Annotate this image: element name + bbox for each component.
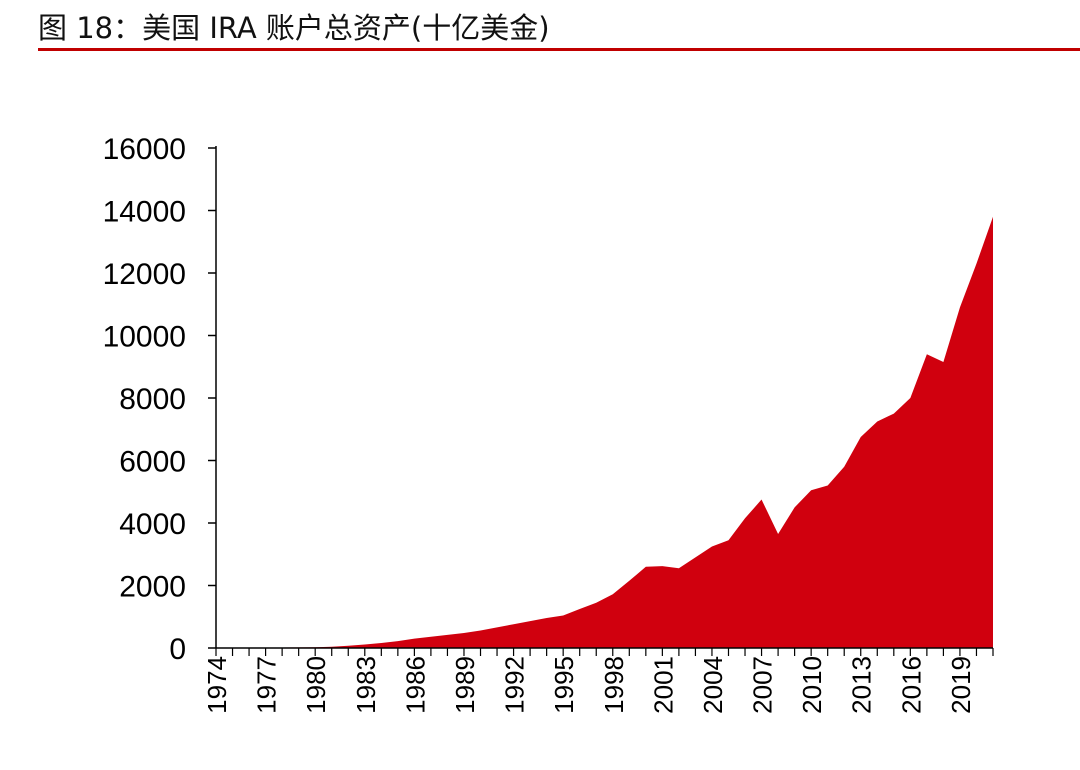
area-series bbox=[216, 216, 993, 648]
y-tick-label-14000: 14000 bbox=[103, 196, 186, 229]
y-tick-label-0: 0 bbox=[169, 633, 186, 666]
x-tick-label-1983: 1983 bbox=[351, 656, 381, 714]
y-tick-label-10000: 10000 bbox=[103, 321, 186, 354]
plot-area: 0 2000 4000 6000 8000 10000 12000 14000 16000 197… bbox=[103, 133, 994, 714]
y-tick-label-6000: 6000 bbox=[119, 446, 186, 479]
x-tick-label-1974: 1974 bbox=[202, 656, 232, 714]
x-tick-label-2007: 2007 bbox=[748, 656, 778, 714]
x-tick-label-1995: 1995 bbox=[549, 656, 579, 714]
x-tick-label-2019: 2019 bbox=[946, 656, 976, 714]
x-tick-label-2016: 2016 bbox=[896, 656, 926, 714]
x-tick-label-1998: 1998 bbox=[599, 656, 629, 714]
y-tick-label-8000: 8000 bbox=[119, 383, 186, 416]
y-tick-label-12000: 12000 bbox=[103, 258, 186, 291]
y-tick-label-16000: 16000 bbox=[103, 133, 186, 166]
x-tick-label-1986: 1986 bbox=[400, 656, 430, 714]
figure-title: 图 18：美国 IRA 账户总资产(十亿美金) bbox=[38, 11, 550, 45]
title-rule bbox=[38, 48, 1080, 51]
x-tick-label-1980: 1980 bbox=[301, 656, 331, 714]
x-tick-label-1989: 1989 bbox=[450, 656, 480, 714]
x-tick-label-2010: 2010 bbox=[797, 656, 827, 714]
x-tick-label-1977: 1977 bbox=[252, 656, 282, 714]
x-tick-label-2001: 2001 bbox=[648, 656, 678, 714]
x-tick-label-2013: 2013 bbox=[847, 656, 877, 714]
x-tick-label-2004: 2004 bbox=[698, 656, 728, 714]
x-tick-label-1992: 1992 bbox=[500, 656, 530, 714]
figure-header: 图 18：美国 IRA 账户总资产(十亿美金) bbox=[38, 6, 550, 50]
y-tick-label-4000: 4000 bbox=[119, 508, 186, 541]
y-tick-label-2000: 2000 bbox=[119, 571, 186, 604]
